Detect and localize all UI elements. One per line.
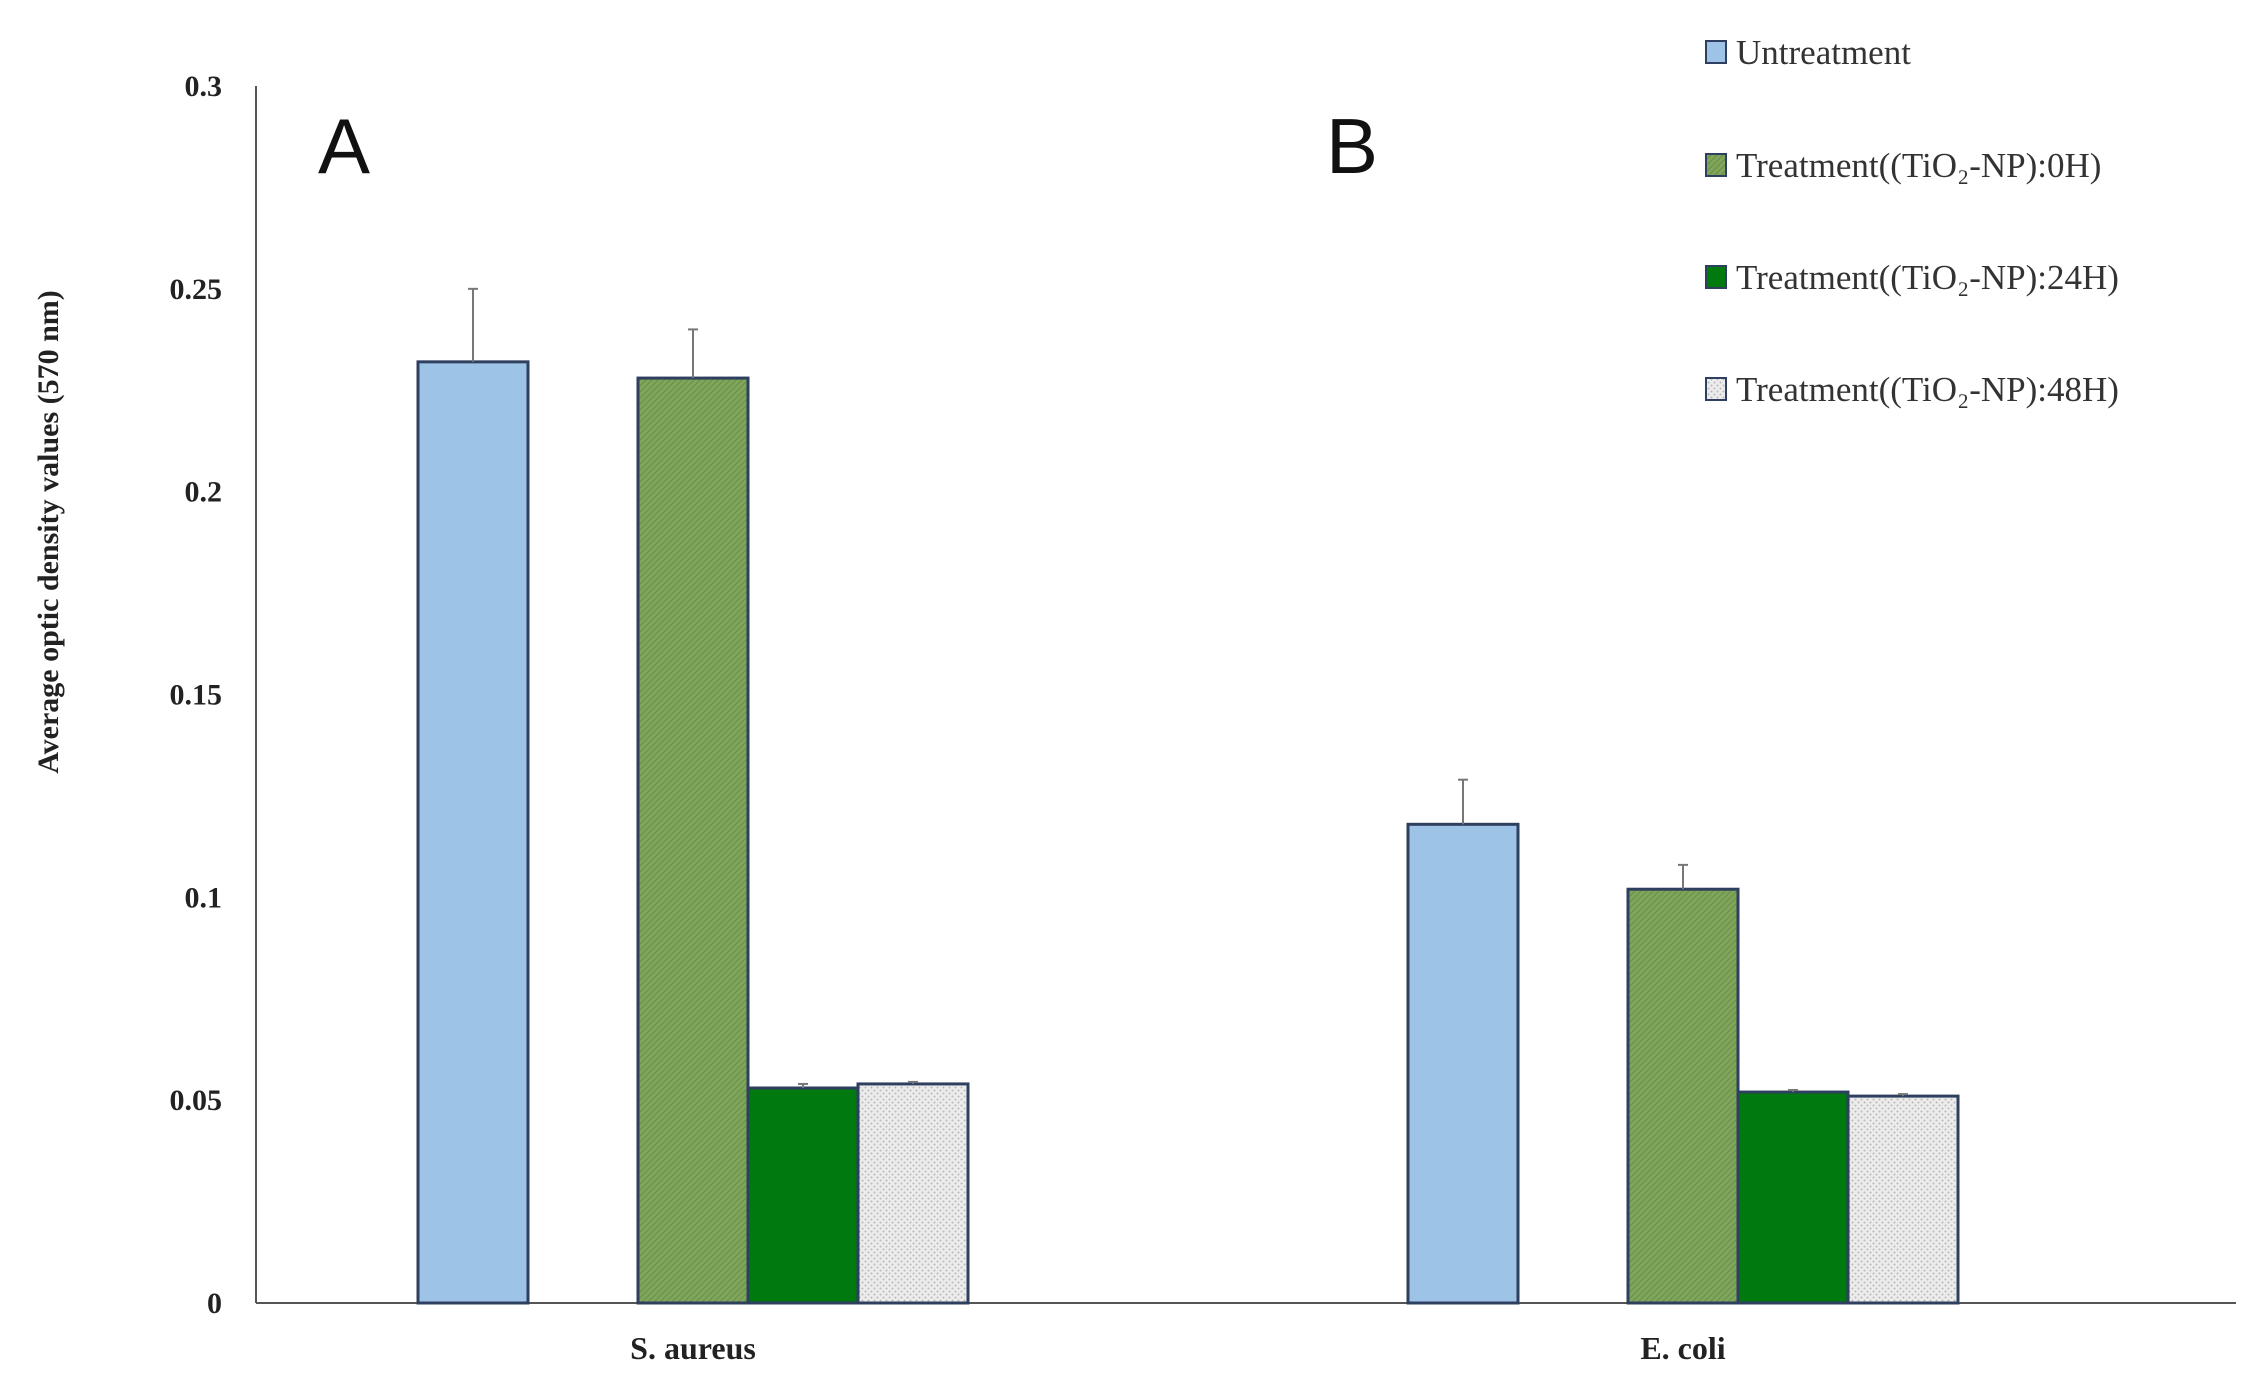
bar-e-coli-series-3 [1736,1090,1850,1305]
y-tick-label: 0.05 [170,1084,223,1117]
bar-s-aureus-series-2 [636,376,750,1305]
y-tick-label: 0.2 [185,476,223,509]
legend-swatch [1705,377,1727,401]
legend-label: Treatment((TiO₂-NP):24H) [1736,258,2119,297]
bar-s-aureus-series-1 [416,360,530,1305]
bars [416,287,1960,1305]
legend-swatch [1705,265,1727,289]
x-category-label: S. aureus [630,1330,756,1366]
legend-label: Untreatment [1736,33,1911,72]
panel-label-b: B [1326,102,1378,190]
bar-e-coli-series-2 [1626,887,1740,1305]
legend-swatch [1705,40,1727,64]
bar-e-coli-series-1 [1406,822,1520,1305]
y-tick-label: 0.15 [170,679,223,712]
bar-e-coli-series-4 [1846,1094,1960,1305]
legend-swatch [1705,153,1727,177]
y-axis-label: Average optic density values (570 nm) [32,290,65,774]
y-tick-label: 0.25 [170,273,223,306]
y-tick-label: 0.1 [185,881,223,914]
y-tick-label: 0.3 [185,70,223,103]
legend-label: Treatment((TiO₂-NP):48H) [1736,370,2119,409]
legend-label: Treatment((TiO₂-NP):0H) [1736,146,2101,185]
panel-label-a: A [318,102,370,190]
x-category-label: E. coli [1640,1330,1725,1366]
y-tick-label: 0 [207,1287,222,1320]
bar-s-aureus-series-4 [856,1082,970,1305]
bar-s-aureus-series-3 [746,1086,860,1305]
legend: Untreatment Treatment((TiO₂-NP):0H) Treatm… [1705,33,2119,409]
labels: 0 0.05 0.1 0.15 0.2 0.25 0.3 Average optic dens… [32,70,1726,1366]
